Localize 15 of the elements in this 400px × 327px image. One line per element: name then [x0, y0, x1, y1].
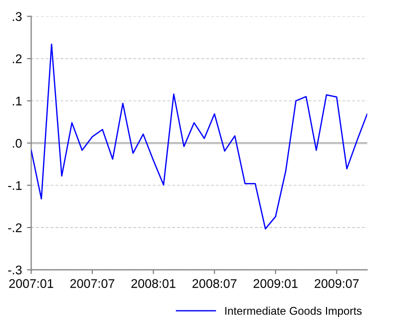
y-tick-label: .3 — [12, 12, 22, 21]
y-tick-label: .0 — [12, 138, 22, 148]
y-tick-label: -.2 — [8, 223, 22, 232]
x-tick-label: 2008:07 — [192, 279, 236, 288]
x-tick-label: 2008:01 — [131, 279, 176, 288]
y-tick-label: -.3 — [8, 266, 22, 274]
x-tick-label: 2009:07 — [314, 279, 359, 288]
x-tick-label: 2007:07 — [70, 279, 114, 288]
y-tick-label: .2 — [12, 54, 22, 64]
y-tick-label: .1 — [12, 96, 22, 106]
x-tick-label: 2007:01 — [9, 279, 54, 288]
y-tick-label: -.1 — [8, 181, 22, 190]
legend-label: Intermediate Goods Imports — [225, 306, 362, 317]
line-series — [31, 44, 368, 230]
x-tick-label: 2009:01 — [254, 279, 298, 288]
